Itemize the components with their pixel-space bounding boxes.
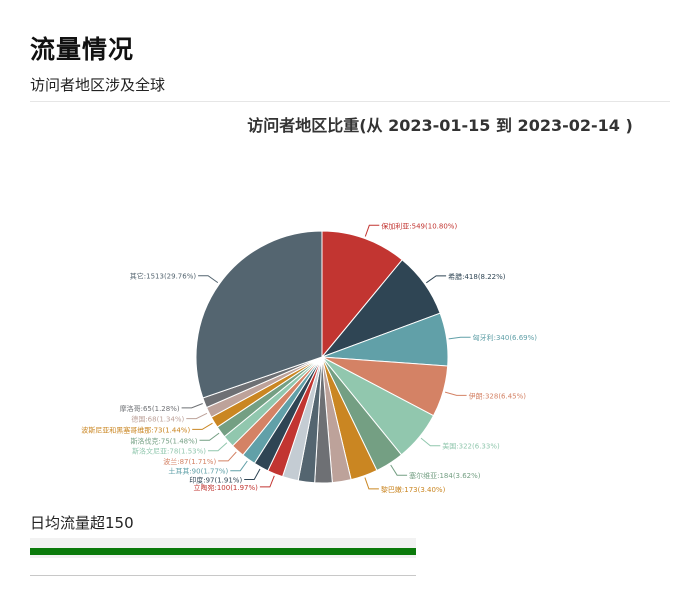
pie-slice-label: 美国:322(6.33%) bbox=[442, 442, 500, 451]
pie-slice-label: 波兰:87(1.71%) bbox=[163, 457, 216, 466]
header-divider bbox=[30, 101, 670, 102]
pie-slice-label: 其它:1513(29.76%) bbox=[130, 272, 197, 281]
pie-slice[interactable] bbox=[321, 230, 403, 359]
pie-slice-label: 希腊:418(8.22%) bbox=[448, 272, 506, 281]
pie-label-line bbox=[426, 275, 447, 284]
pie-label-line bbox=[192, 422, 213, 430]
pie-slice-label: 土耳其:90(1.77%) bbox=[168, 467, 228, 476]
pie-label-line bbox=[186, 412, 208, 420]
pie-label-line bbox=[259, 475, 275, 488]
pie-label-line bbox=[448, 336, 471, 340]
pie-label-line bbox=[390, 464, 408, 476]
pie-label-line bbox=[244, 468, 261, 480]
pie-label-line bbox=[218, 451, 237, 462]
pie-label-line bbox=[199, 432, 220, 441]
pie-slice-label: 立陶宛:100(1.97%) bbox=[193, 483, 258, 492]
chart-title: 访问者地区比重(从 2023-01-15 到 2023-02-14 ) bbox=[247, 116, 633, 135]
pie-slice-label: 波斯尼亚和黑塞哥维那:73(1.44%) bbox=[81, 425, 190, 434]
pie-label-line bbox=[230, 460, 248, 472]
visitor-region-chart: 访问者地区比重(从 2023-01-15 到 2023-02-14 ) 保加利亚… bbox=[0, 105, 700, 505]
pie-slice-label: 黎巴嫩:173(3.40%) bbox=[381, 485, 446, 494]
page-title: 流量情况 bbox=[30, 35, 135, 64]
traffic-label: 日均流量超150 bbox=[30, 514, 134, 532]
traffic-bar-track bbox=[30, 538, 416, 558]
pie-labels: 保加利亚:549(10.80%) 希腊:418(8.22%) 匈牙利:340(6.6… bbox=[81, 221, 537, 494]
pie-slice-label: 保加利亚:549(10.80%) bbox=[381, 221, 457, 230]
traffic-bar-underline bbox=[30, 575, 416, 576]
pie-slice-label: 伊朗:328(6.45%) bbox=[469, 391, 527, 400]
pie-slice-label: 印度:97(1.91%) bbox=[189, 476, 242, 485]
pie-label-line bbox=[420, 437, 441, 447]
page-subtitle: 访问者地区涉及全球 bbox=[30, 76, 166, 94]
pie-slice-label: 斯洛文尼亚:78(1.53%) bbox=[132, 447, 206, 456]
pie-slice[interactable] bbox=[195, 230, 323, 399]
pie-slices bbox=[195, 230, 449, 484]
pie-label-line bbox=[208, 442, 228, 452]
pie-chart-svg: 访问者地区比重(从 2023-01-15 到 2023-02-14 ) 保加利亚… bbox=[81, 116, 633, 494]
pie-label-line bbox=[364, 224, 380, 237]
pie-slice-label: 德国:68(1.34%) bbox=[131, 415, 184, 424]
pie-label-line bbox=[198, 275, 219, 284]
pie-label-line bbox=[181, 403, 203, 409]
pie-label-line bbox=[444, 391, 467, 396]
pie-label-line bbox=[364, 477, 379, 490]
traffic-bar-fill bbox=[30, 548, 416, 555]
pie-slice-label: 摩洛哥:65(1.28%) bbox=[120, 404, 180, 413]
pie-slice-label: 斯洛伐克:75(1.48%) bbox=[131, 436, 198, 445]
pie-slice-label: 塞尔维亚:184(3.62%) bbox=[409, 471, 481, 480]
pie-slice-label: 匈牙利:340(6.69%) bbox=[473, 333, 538, 342]
